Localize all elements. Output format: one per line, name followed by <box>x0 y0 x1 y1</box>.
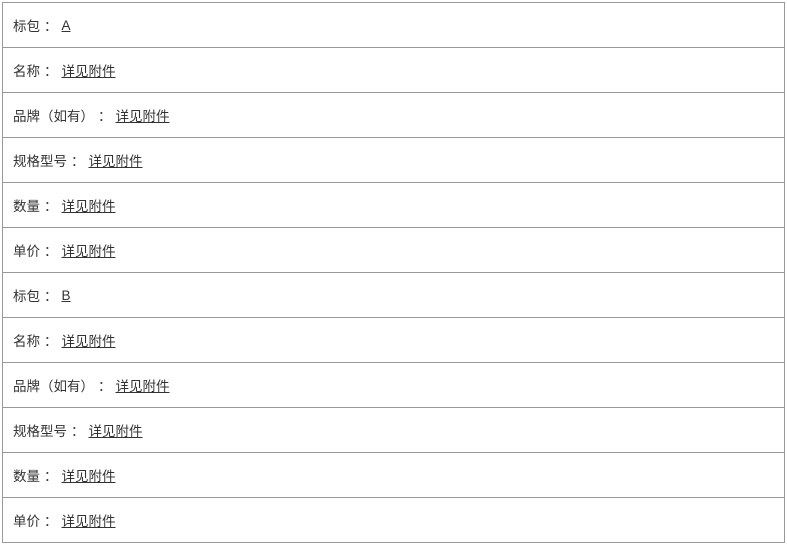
table-row: 名称：详见附件 <box>3 48 784 93</box>
row-value: 详见附件 <box>89 420 143 440</box>
row-label: 品牌（如有） <box>13 105 94 125</box>
row-label: 规格型号 <box>13 150 67 170</box>
row-separator: ： <box>44 15 58 35</box>
row-separator: ： <box>44 60 58 80</box>
row-separator: ： <box>44 510 58 530</box>
row-value: B <box>62 288 71 303</box>
row-value: 详见附件 <box>62 465 116 485</box>
row-value: 详见附件 <box>62 330 116 350</box>
row-value: 详见附件 <box>62 60 116 80</box>
row-label: 单价 <box>13 510 40 530</box>
table-row: 规格型号：详见附件 <box>3 408 784 453</box>
row-separator: ： <box>98 105 112 125</box>
row-value: 详见附件 <box>116 105 170 125</box>
table-row: 名称：详见附件 <box>3 318 784 363</box>
table-row: 单价：详见附件 <box>3 228 784 273</box>
row-separator: ： <box>71 420 85 440</box>
row-value: 详见附件 <box>62 240 116 260</box>
row-label: 名称 <box>13 330 40 350</box>
row-label: 单价 <box>13 240 40 260</box>
row-separator: ： <box>44 285 58 305</box>
row-label: 标包 <box>13 15 40 35</box>
row-label: 规格型号 <box>13 420 67 440</box>
table-row: 单价：详见附件 <box>3 498 784 543</box>
row-value: 详见附件 <box>89 150 143 170</box>
table-row: 品牌（如有）：详见附件 <box>3 93 784 138</box>
row-value: A <box>62 18 71 33</box>
table-row: 标包： A <box>3 3 784 48</box>
row-label: 标包 <box>13 285 40 305</box>
row-label: 数量 <box>13 465 40 485</box>
table-row: 数量：详见附件 <box>3 453 784 498</box>
row-label: 品牌（如有） <box>13 375 94 395</box>
table-row: 数量：详见附件 <box>3 183 784 228</box>
table-row: 规格型号：详见附件 <box>3 138 784 183</box>
row-value: 详见附件 <box>116 375 170 395</box>
row-separator: ： <box>71 150 85 170</box>
row-label: 名称 <box>13 60 40 80</box>
row-separator: ： <box>44 195 58 215</box>
row-separator: ： <box>44 465 58 485</box>
table-row: 品牌（如有）：详见附件 <box>3 363 784 408</box>
row-separator: ： <box>44 330 58 350</box>
data-table: 标包：A名称：详见附件品牌（如有）：详见附件规格型号：详见附件数量：详见附件单价… <box>2 2 785 543</box>
row-value: 详见附件 <box>62 510 116 530</box>
row-separator: ： <box>98 375 112 395</box>
row-label: 数量 <box>13 195 40 215</box>
table-row: 标包： B <box>3 273 784 318</box>
row-separator: ： <box>44 240 58 260</box>
row-value: 详见附件 <box>62 195 116 215</box>
